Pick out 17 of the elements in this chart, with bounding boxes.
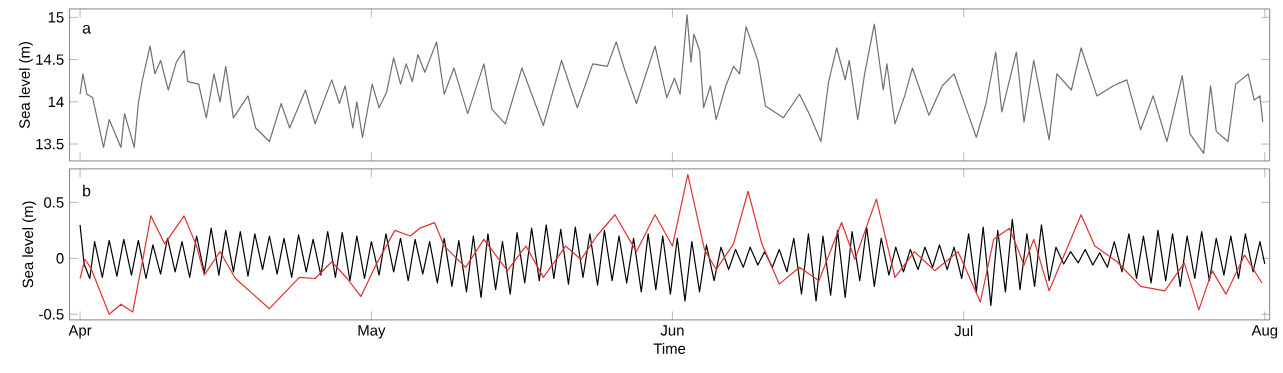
y-tick-label: 13.5 [36, 138, 64, 150]
y-tick-label: 14.5 [36, 54, 64, 66]
x-tick-label: Apr [68, 325, 92, 339]
y-tick-label: 0.5 [44, 197, 64, 208]
y-tick-label: 14 [48, 96, 64, 108]
x-tick-label: Jun [660, 325, 684, 336]
x-tick-label: May [358, 325, 386, 339]
y-tick-label: 0 [56, 253, 64, 264]
annotation: a [82, 25, 91, 34]
x-axis-title: Time [653, 343, 686, 355]
y-tick-label: -0.5 [39, 309, 64, 320]
x-tick-label: Jul [954, 325, 973, 337]
y-axis-title: Sea level (m) [18, 42, 33, 129]
y-tick-label: 15 [48, 12, 64, 23]
y-axis-title: Sea level (m) [22, 201, 37, 288]
annotation: b [83, 185, 91, 197]
x-tick-label: Aug [1251, 325, 1278, 339]
